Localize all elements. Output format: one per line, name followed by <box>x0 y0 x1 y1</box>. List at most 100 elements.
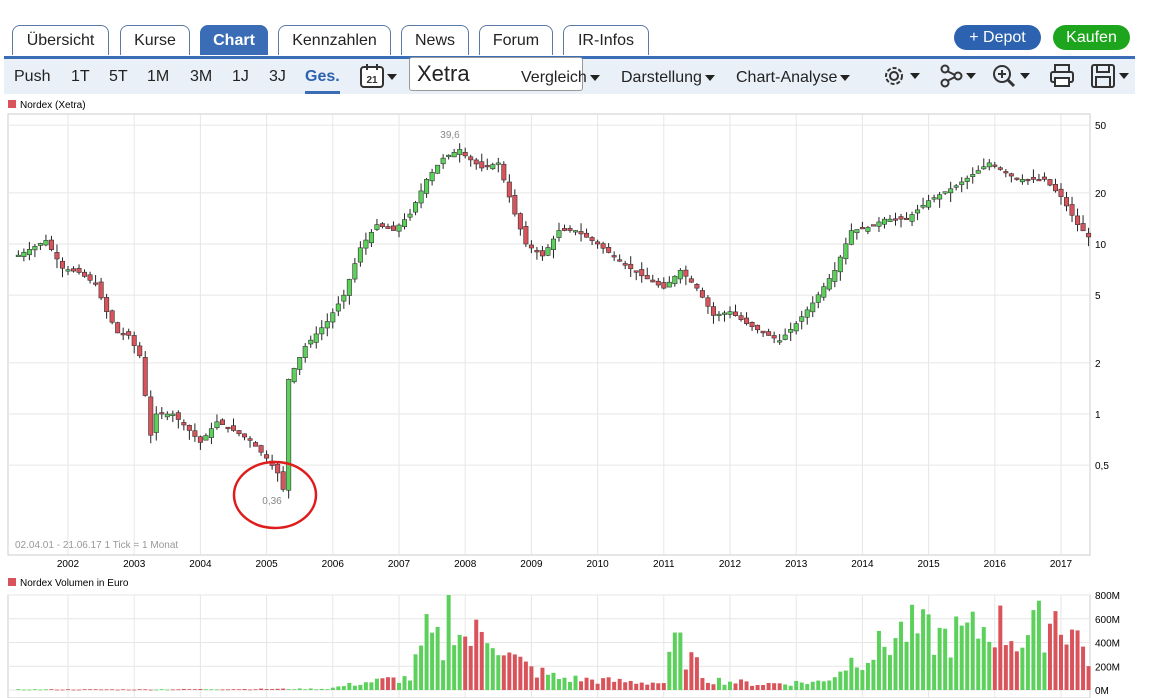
volume-bar <box>523 661 528 690</box>
period-3j[interactable]: 3J <box>269 68 286 85</box>
volume-tick-labels: 800M 600M 400M 200M 0M <box>1095 591 1120 697</box>
candle-body <box>197 436 203 443</box>
chart-analyse-menu[interactable]: Chart-Analyse <box>736 69 851 87</box>
volume-bar <box>181 688 186 690</box>
max-label: 39,6 <box>440 130 460 141</box>
candle-body <box>1086 232 1092 238</box>
volume-y-tick-label: 800M <box>1095 591 1120 602</box>
volume-bar <box>297 688 302 690</box>
candle-body <box>484 165 490 168</box>
volume-bar <box>634 683 639 690</box>
volume-bar <box>545 674 550 690</box>
vergleich-menu[interactable]: Vergleich <box>521 69 600 87</box>
candle-body <box>120 333 126 336</box>
x-tick-label: 2011 <box>653 559 675 570</box>
volume-bar <box>77 689 82 691</box>
volume-bar <box>810 681 815 690</box>
candle-body <box>771 335 777 339</box>
volume-bar <box>170 689 175 691</box>
exchange-select[interactable]: Xetra <box>409 57 583 91</box>
volume-bar <box>623 682 628 690</box>
add-to-depot-button[interactable]: + Depot <box>954 25 1041 50</box>
candle-body <box>164 413 170 418</box>
volume-bar <box>943 628 948 690</box>
volume-bar <box>214 689 219 691</box>
volume-bar <box>617 678 622 690</box>
candle-body <box>341 294 347 302</box>
volume-bar <box>562 677 567 690</box>
volume-bar <box>192 689 197 691</box>
period-1t[interactable]: 1T <box>71 68 90 85</box>
buy-button[interactable]: Kaufen <box>1053 25 1130 50</box>
period-1j[interactable]: 1J <box>232 68 249 85</box>
volume-legend-swatch <box>8 578 16 586</box>
period-5t[interactable]: 5T <box>109 68 128 85</box>
candle-body <box>655 280 661 286</box>
volume-bar <box>700 678 705 690</box>
tab-kennzahlen[interactable]: Kennzahlen <box>278 25 391 55</box>
candle-body <box>247 438 253 441</box>
candle-body <box>848 230 854 245</box>
volume-bar <box>959 625 964 690</box>
tab-kurse[interactable]: Kurse <box>120 25 190 55</box>
x-tick-label: 2004 <box>189 559 212 570</box>
darstellung-menu[interactable]: Darstellung <box>621 69 715 87</box>
volume-bar <box>314 689 319 691</box>
period-1m[interactable]: 1M <box>147 68 170 85</box>
volume-bar <box>231 689 236 690</box>
volume-bar <box>656 683 661 690</box>
zoom-in-icon[interactable] <box>991 62 1035 90</box>
candle-body <box>451 152 457 158</box>
volume-bar <box>32 689 37 691</box>
save-icon[interactable] <box>1089 62 1133 90</box>
period-push[interactable]: Push <box>14 68 51 85</box>
volume-bar <box>650 682 655 690</box>
candle-body <box>931 197 937 200</box>
candle-body <box>457 149 463 155</box>
candle-body <box>981 166 987 170</box>
candle-body <box>435 164 441 174</box>
candle-body <box>650 279 656 283</box>
candle-body <box>231 425 237 431</box>
volume-bar <box>628 680 633 690</box>
calendar-icon[interactable]: 21 <box>359 62 399 90</box>
candle-body <box>219 419 225 425</box>
x-gridlines <box>67 114 1062 555</box>
candle-body <box>578 231 584 235</box>
print-icon[interactable] <box>1048 62 1076 90</box>
settings-gear-icon[interactable] <box>882 62 924 90</box>
volume-bar <box>253 689 258 691</box>
tab-uebersicht[interactable]: Übersicht <box>12 25 109 55</box>
volume-bar <box>1036 600 1041 690</box>
candle-body <box>892 218 898 221</box>
candle-body <box>556 230 562 238</box>
candle-body <box>87 274 93 281</box>
volume-bar <box>369 682 374 690</box>
chevron-down-icon <box>704 74 715 81</box>
candle-body <box>633 270 639 273</box>
candle-body <box>738 315 744 320</box>
volume-bar <box>363 682 368 690</box>
candle-body <box>313 333 319 343</box>
tab-chart[interactable]: Chart <box>200 25 268 55</box>
tab-forum[interactable]: Forum <box>479 25 553 55</box>
tab-news[interactable]: News <box>401 25 469 55</box>
tab-ir-infos[interactable]: IR-Infos <box>563 25 649 55</box>
volume-bar <box>380 678 385 690</box>
candle-body <box>573 230 579 233</box>
volume-bar <box>1025 635 1030 690</box>
volume-bar <box>115 689 120 691</box>
candle-body <box>1058 188 1064 197</box>
period-3m[interactable]: 3M <box>190 68 213 85</box>
candle-body <box>385 226 391 229</box>
period-ges[interactable]: Ges. <box>305 68 340 94</box>
volume-bar <box>126 689 131 691</box>
candle-body <box>214 421 220 429</box>
candle-body <box>286 378 292 491</box>
share-network-icon[interactable] <box>938 62 980 90</box>
volume-bar <box>352 685 357 690</box>
volume-bar <box>303 689 308 691</box>
candle-body <box>137 345 143 357</box>
candle-body <box>688 278 694 283</box>
candle-body <box>208 428 214 438</box>
